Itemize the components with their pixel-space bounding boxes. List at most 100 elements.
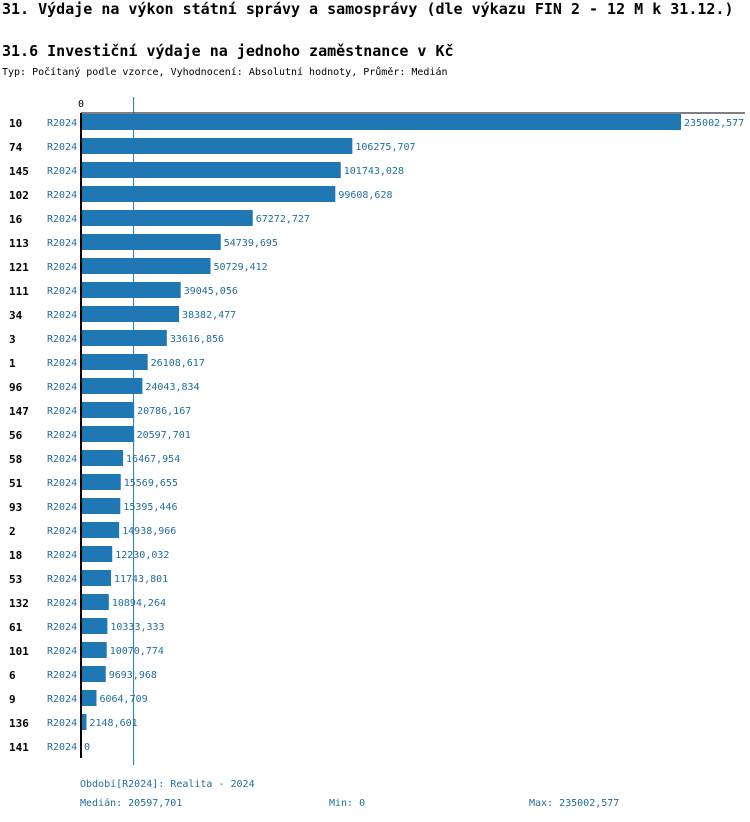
- category-label: 16: [9, 213, 23, 226]
- value-label: 10070,774: [110, 646, 164, 657]
- value-label: 24043,834: [145, 382, 199, 393]
- category-label: 132: [9, 597, 29, 610]
- bar: [81, 330, 167, 346]
- value-label: 50729,412: [214, 262, 268, 273]
- period-label: R2024: [47, 142, 77, 153]
- period-label: R2024: [47, 310, 77, 321]
- period-label: R2024: [47, 358, 77, 369]
- period-label: R2024: [47, 670, 77, 681]
- period-label: R2024: [47, 238, 77, 249]
- period-label: R2024: [47, 190, 77, 201]
- value-label: 33616,856: [170, 334, 224, 345]
- value-label: 20597,701: [137, 430, 191, 441]
- value-label: 14938,966: [122, 526, 176, 537]
- category-label: 34: [9, 309, 23, 322]
- period-label: R2024: [47, 646, 77, 657]
- chart-title: 31.6 Investiční výdaje na jednoho zaměst…: [2, 42, 454, 60]
- footer-min: Min: 0: [329, 798, 366, 809]
- category-label: 145: [9, 165, 29, 178]
- category-label: 10: [9, 117, 22, 130]
- value-label: 2148,601: [89, 718, 137, 729]
- bar: [81, 162, 341, 178]
- category-label: 6: [9, 669, 16, 682]
- category-label: 93: [9, 501, 22, 514]
- category-label: 111: [9, 285, 29, 298]
- bar: [81, 426, 134, 442]
- bar: [81, 282, 181, 298]
- bar: [81, 402, 135, 418]
- bar: [81, 594, 109, 610]
- value-label: 10894,264: [112, 598, 166, 609]
- bar: [81, 498, 121, 514]
- category-label: 51: [9, 477, 23, 490]
- value-label: 99608,628: [338, 190, 392, 201]
- bar: [81, 114, 681, 130]
- chart-meta: Typ: Počítaný podle vzorce, Vyhodnocení:…: [2, 67, 448, 78]
- period-label: R2024: [47, 574, 77, 585]
- value-label: 106275,707: [355, 142, 415, 153]
- bar: [81, 378, 143, 394]
- period-label: R2024: [47, 694, 77, 705]
- value-label: 54739,695: [224, 238, 278, 249]
- footer-period: Období[R2024]: Realita - 2024: [80, 779, 255, 790]
- value-label: 20786,167: [137, 406, 191, 417]
- bar: [81, 522, 120, 538]
- value-label: 0: [84, 742, 90, 753]
- value-label: 235002,577: [684, 118, 744, 129]
- period-label: R2024: [47, 334, 77, 345]
- bar: [81, 138, 353, 154]
- category-label: 121: [9, 261, 29, 274]
- value-label: 39045,056: [184, 286, 238, 297]
- category-label: 136: [9, 717, 29, 730]
- category-label: 102: [9, 189, 29, 202]
- footer-median: Medián: 20597,701: [80, 798, 183, 809]
- period-label: R2024: [47, 406, 77, 417]
- value-label: 26108,617: [151, 358, 205, 369]
- value-label: 15569,655: [124, 478, 178, 489]
- category-label: 56: [9, 429, 23, 442]
- value-label: 6064,709: [99, 694, 147, 705]
- period-label: R2024: [47, 550, 77, 561]
- category-label: 9: [9, 693, 16, 706]
- bar: [81, 618, 108, 634]
- category-label: 1: [9, 357, 16, 370]
- category-label: 113: [9, 237, 29, 250]
- period-label: R2024: [47, 382, 77, 393]
- period-label: R2024: [47, 742, 77, 753]
- period-label: R2024: [47, 286, 77, 297]
- value-label: 11743,801: [114, 574, 168, 585]
- period-label: R2024: [47, 502, 77, 513]
- value-label: 9693,968: [109, 670, 157, 681]
- period-label: R2024: [47, 262, 77, 273]
- value-label: 16467,954: [126, 454, 180, 465]
- period-label: R2024: [47, 526, 77, 537]
- category-label: 61: [9, 621, 23, 634]
- category-label: 53: [9, 573, 22, 586]
- category-label: 141: [9, 741, 29, 754]
- category-label: 2: [9, 525, 16, 538]
- bar: [81, 186, 336, 202]
- period-label: R2024: [47, 598, 77, 609]
- period-label: R2024: [47, 166, 77, 177]
- bar: [81, 642, 107, 658]
- category-label: 18: [9, 549, 22, 562]
- value-label: 101743,028: [344, 166, 404, 177]
- bar: [81, 210, 253, 226]
- period-label: R2024: [47, 454, 77, 465]
- axis-tick-label: 0: [78, 99, 84, 110]
- period-label: R2024: [47, 478, 77, 489]
- period-label: R2024: [47, 718, 77, 729]
- value-label: 12230,032: [115, 550, 169, 561]
- bar: [81, 474, 121, 490]
- category-label: 96: [9, 381, 23, 394]
- bar: [81, 234, 221, 250]
- period-label: R2024: [47, 430, 77, 441]
- category-label: 74: [9, 141, 23, 154]
- bar: [81, 450, 124, 466]
- category-label: 58: [9, 453, 22, 466]
- category-label: 147: [9, 405, 29, 418]
- period-label: R2024: [47, 214, 77, 225]
- bar: [81, 546, 113, 562]
- period-label: R2024: [47, 118, 77, 129]
